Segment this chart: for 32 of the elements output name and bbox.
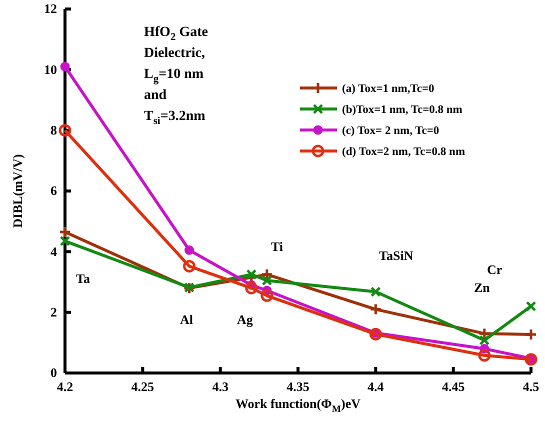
x-axis-title: Work function(Φ$_{M}$)eV bbox=[235, 396, 362, 414]
annotation: T$_{si}$=3.2nm bbox=[144, 109, 206, 127]
annotation: HfO$_{2}$ Gate bbox=[144, 25, 208, 43]
annotation: Cr bbox=[487, 262, 502, 277]
y-tick-label: 0 bbox=[50, 365, 57, 380]
annotation: Ta bbox=[76, 271, 90, 286]
annotation: Al bbox=[180, 312, 194, 327]
annotation: Ti bbox=[271, 239, 284, 254]
legend-label: (c) Tox= 2 nm, Tc=0 bbox=[342, 125, 440, 137]
legend-label: (a) Tox=1 nm,Tc=0 bbox=[342, 83, 434, 95]
y-tick-label: 2 bbox=[50, 304, 57, 320]
x-tick-label: 4.5 bbox=[522, 379, 540, 394]
annotation: Ag bbox=[237, 312, 254, 327]
x-tick-label: 4.4 bbox=[368, 379, 384, 394]
annotation: Zn bbox=[474, 280, 491, 295]
legend-label: (b)Tox=1 nm, Tc=0.8 nm bbox=[342, 104, 463, 116]
x-tick-label: 4.25 bbox=[131, 379, 155, 394]
x-tick-label: 4.45 bbox=[442, 379, 466, 394]
y-tick-label: 10 bbox=[44, 62, 57, 77]
x-tick-label: 4.2 bbox=[56, 379, 74, 394]
annotation: Dielectric, bbox=[144, 46, 206, 61]
legend-label: (d) Tox=2 nm, Tc=0.8 nm bbox=[342, 146, 466, 158]
y-tick-label: 6 bbox=[50, 183, 58, 198]
x-tick-label: 4.35 bbox=[286, 379, 310, 394]
y-axis-title: DIBL(mV/V) bbox=[10, 154, 25, 228]
annotation: TaSiN bbox=[379, 248, 414, 263]
x-tick-label: 4.3 bbox=[212, 379, 229, 394]
y-tick-label: 4 bbox=[50, 244, 58, 259]
y-tick-label: 12 bbox=[44, 1, 57, 16]
annotation: L$_{g}$=10 nm bbox=[144, 67, 204, 85]
y-tick-label: 8 bbox=[50, 122, 58, 138]
annotation: and bbox=[144, 88, 167, 103]
